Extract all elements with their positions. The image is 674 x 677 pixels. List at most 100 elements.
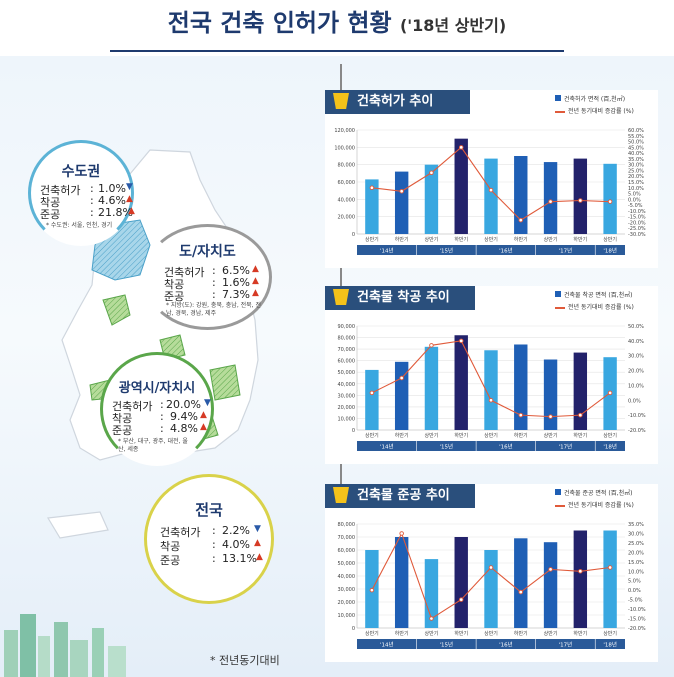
growth-point — [548, 199, 553, 204]
y-tick-label: 60,000 — [338, 180, 356, 186]
growth-point — [518, 412, 524, 418]
y2-tick-label: -20.0% — [628, 428, 646, 434]
growth-point — [488, 187, 494, 193]
y-tick-label: 50,000 — [338, 370, 356, 376]
down-arrow-icon: ▼ — [254, 524, 261, 534]
y-tick-label: 40,000 — [338, 382, 356, 388]
growth-point — [429, 170, 434, 176]
x-tick-label: 하반기 — [573, 236, 587, 243]
x-tick-label: 상반기 — [484, 432, 498, 439]
x-tick-label: 상반기 — [544, 432, 558, 439]
y2-tick-label: -25.0% — [628, 226, 646, 232]
growth-point — [458, 338, 464, 344]
bar — [484, 158, 498, 234]
chart-title: 건축물 준공 추이 — [325, 484, 475, 508]
y2-tick-label: 10.0% — [628, 569, 644, 575]
y-tick-label: 0 — [352, 626, 355, 632]
year-label: '14년 — [380, 641, 394, 649]
down-arrow-icon: ▼ — [204, 398, 211, 408]
bar — [394, 361, 409, 430]
y2-tick-label: -5.0% — [628, 203, 643, 209]
year-label: '15년 — [440, 443, 454, 451]
x-tick-label: 상반기 — [425, 630, 439, 637]
x-tick-label: 하반기 — [514, 630, 528, 637]
growth-point — [548, 567, 553, 572]
x-tick-label: 하반기 — [454, 432, 468, 439]
year-label: '17년 — [559, 641, 573, 649]
y-tick-label: 10,000 — [338, 416, 356, 422]
bar — [424, 559, 439, 628]
bucket-icon — [333, 93, 349, 109]
y2-tick-label: 25.0% — [628, 541, 644, 547]
bar — [424, 346, 439, 430]
x-tick-label: 하반기 — [573, 630, 587, 637]
x-tick-label: 하반기 — [514, 432, 528, 439]
region-title: 도/자치도 — [179, 244, 236, 260]
province-bubble: 도/자치도 — [143, 224, 272, 330]
y-tick-label: 80,000 — [338, 336, 356, 342]
growth-point — [488, 398, 494, 403]
up-arrow-icon: ▲ — [200, 422, 207, 432]
up-arrow-icon: ▲ — [252, 288, 259, 298]
y-tick-label: 40,000 — [338, 197, 356, 203]
year-label: '18년 — [603, 247, 617, 255]
bar — [394, 537, 409, 628]
y2-tick-label: 20.0% — [628, 550, 644, 556]
bucket-icon — [333, 487, 349, 503]
y2-tick-label: 55.0% — [628, 134, 644, 140]
growth-point — [399, 531, 404, 536]
capital-region-bubble: 수도권 — [28, 140, 134, 246]
growth-point — [369, 587, 375, 593]
chart-title: 건축물 착공 추이 — [325, 286, 475, 310]
year-band — [357, 639, 625, 649]
year-label: '16년 — [499, 247, 513, 255]
up-arrow-icon: ▲ — [254, 538, 261, 548]
chart-title: 건축허가 추이 — [325, 90, 470, 114]
page-title: 전국 건축 인허가 현황 ('18년 상반기) — [167, 9, 507, 37]
bar — [365, 369, 379, 430]
y-tick-label: 30,000 — [338, 587, 356, 593]
chart-legend: 건축물 준공 면적 (百,천㎡) 전년 동기대비 증감률 (%) — [555, 488, 634, 509]
y2-tick-label: -10.0% — [628, 607, 646, 613]
bar — [394, 171, 409, 234]
skyline-illustration — [4, 614, 126, 677]
x-tick-label: 하반기 — [454, 236, 468, 243]
year-label: '16년 — [499, 443, 513, 451]
x-tick-label: 상반기 — [603, 432, 617, 439]
x-tick-label: 상반기 — [603, 236, 617, 243]
bar — [454, 537, 468, 628]
region-title: 광역시/자치시 — [118, 381, 196, 396]
complete-chart: 0 10,000 20,000 30,000 40,000 50,000 60,000 70,… — [338, 522, 646, 649]
y-tick-label: 60,000 — [338, 548, 356, 554]
x-tick-label: 상반기 — [425, 432, 439, 439]
growth-point — [369, 185, 375, 191]
chart-legend: 건축물 착공 면적 (百,천㎡) 전년 동기대비 증감률 (%) — [555, 290, 634, 311]
y2-tick-label: 15.0% — [628, 180, 644, 186]
y2-tick-label: 20.0% — [628, 369, 644, 375]
x-tick-label: 하반기 — [395, 630, 409, 637]
y2-tick-label: 30.0% — [628, 354, 644, 360]
region-note: * 수도권: 서울, 인천, 경기 — [46, 222, 113, 229]
bar — [543, 542, 558, 628]
y2-tick-label: 45.0% — [628, 145, 644, 151]
panel-hanger — [340, 464, 342, 486]
y-tick-label: 70,000 — [338, 535, 356, 541]
region-title: 수도권 — [61, 164, 101, 180]
growth-point — [518, 589, 524, 595]
y2-tick-label: 10.0% — [628, 383, 644, 389]
growth-point — [399, 375, 404, 381]
bar — [454, 335, 468, 430]
y-tick-label: 70,000 — [338, 347, 356, 353]
y2-tick-label: -15.0% — [628, 215, 646, 221]
y2-tick-label: 50.0% — [628, 324, 644, 330]
y2-tick-label: 40.0% — [628, 339, 644, 345]
year-label: '15년 — [440, 247, 454, 255]
panel-hanger — [340, 64, 342, 92]
growth-point — [607, 390, 613, 396]
year-label: '17년 — [559, 247, 573, 255]
bar — [543, 162, 558, 234]
chart-panel-complete: 건축물 준공 추이 건축물 준공 면적 (百,천㎡) 전년 동기대비 증감률 (… — [325, 484, 658, 662]
metro-bubble: 광역시/자치시 — [100, 352, 214, 466]
footnote: * 전년동기대비 — [210, 654, 280, 667]
growth-point — [399, 188, 404, 194]
